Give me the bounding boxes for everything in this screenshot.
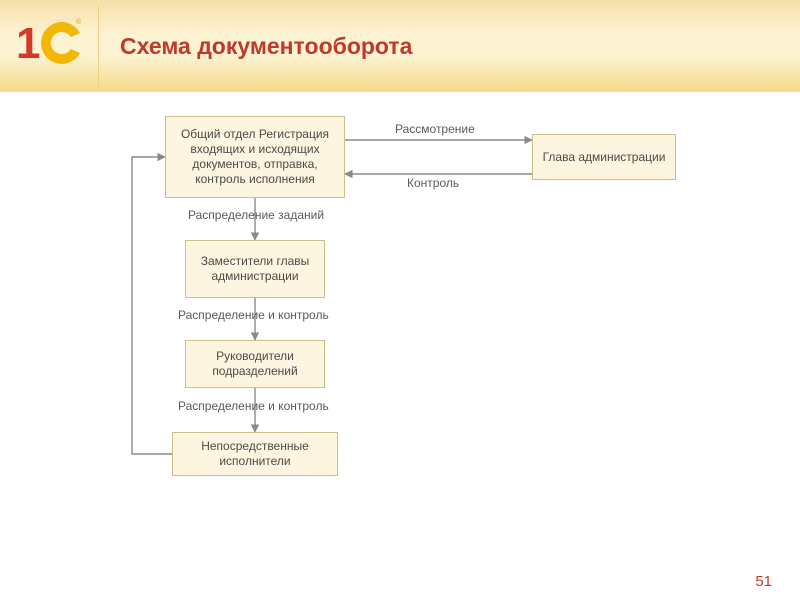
flowchart-arrows bbox=[0, 92, 800, 562]
flow-edge-label: Распределение и контроль bbox=[178, 309, 329, 323]
flow-edge-label: Распределение заданий bbox=[188, 209, 324, 223]
flow-edge-label: Рассмотрение bbox=[395, 123, 475, 137]
flow-node-n4: Руководители подразделений bbox=[185, 340, 325, 388]
flow-node-n3: Заместители главы администрации bbox=[185, 240, 325, 298]
flowchart-canvas: Общий отдел Регистрация входящих и исход… bbox=[0, 92, 800, 562]
flow-node-n2: Глава администрации bbox=[532, 134, 676, 180]
page-number: 51 bbox=[755, 573, 772, 590]
header-band: Схема документооборота 1 ® bbox=[0, 0, 800, 92]
flow-node-n5: Непосредственные исполнители bbox=[172, 432, 338, 476]
logo-tm: ® bbox=[76, 18, 82, 26]
logo-digit: 1 bbox=[16, 19, 40, 68]
logo-c-shape bbox=[41, 22, 80, 64]
header-inner: Схема документооборота bbox=[106, 0, 412, 92]
header-divider bbox=[98, 6, 99, 86]
flow-node-n1: Общий отдел Регистрация входящих и исход… bbox=[165, 116, 345, 198]
flow-edge-label: Распределение и контроль bbox=[178, 400, 329, 414]
page-title: Схема документооборота bbox=[120, 33, 412, 60]
flow-edge-label: Контроль bbox=[407, 177, 459, 191]
logo-1c-icon: 1 ® bbox=[12, 14, 86, 72]
flow-edge bbox=[132, 157, 172, 454]
